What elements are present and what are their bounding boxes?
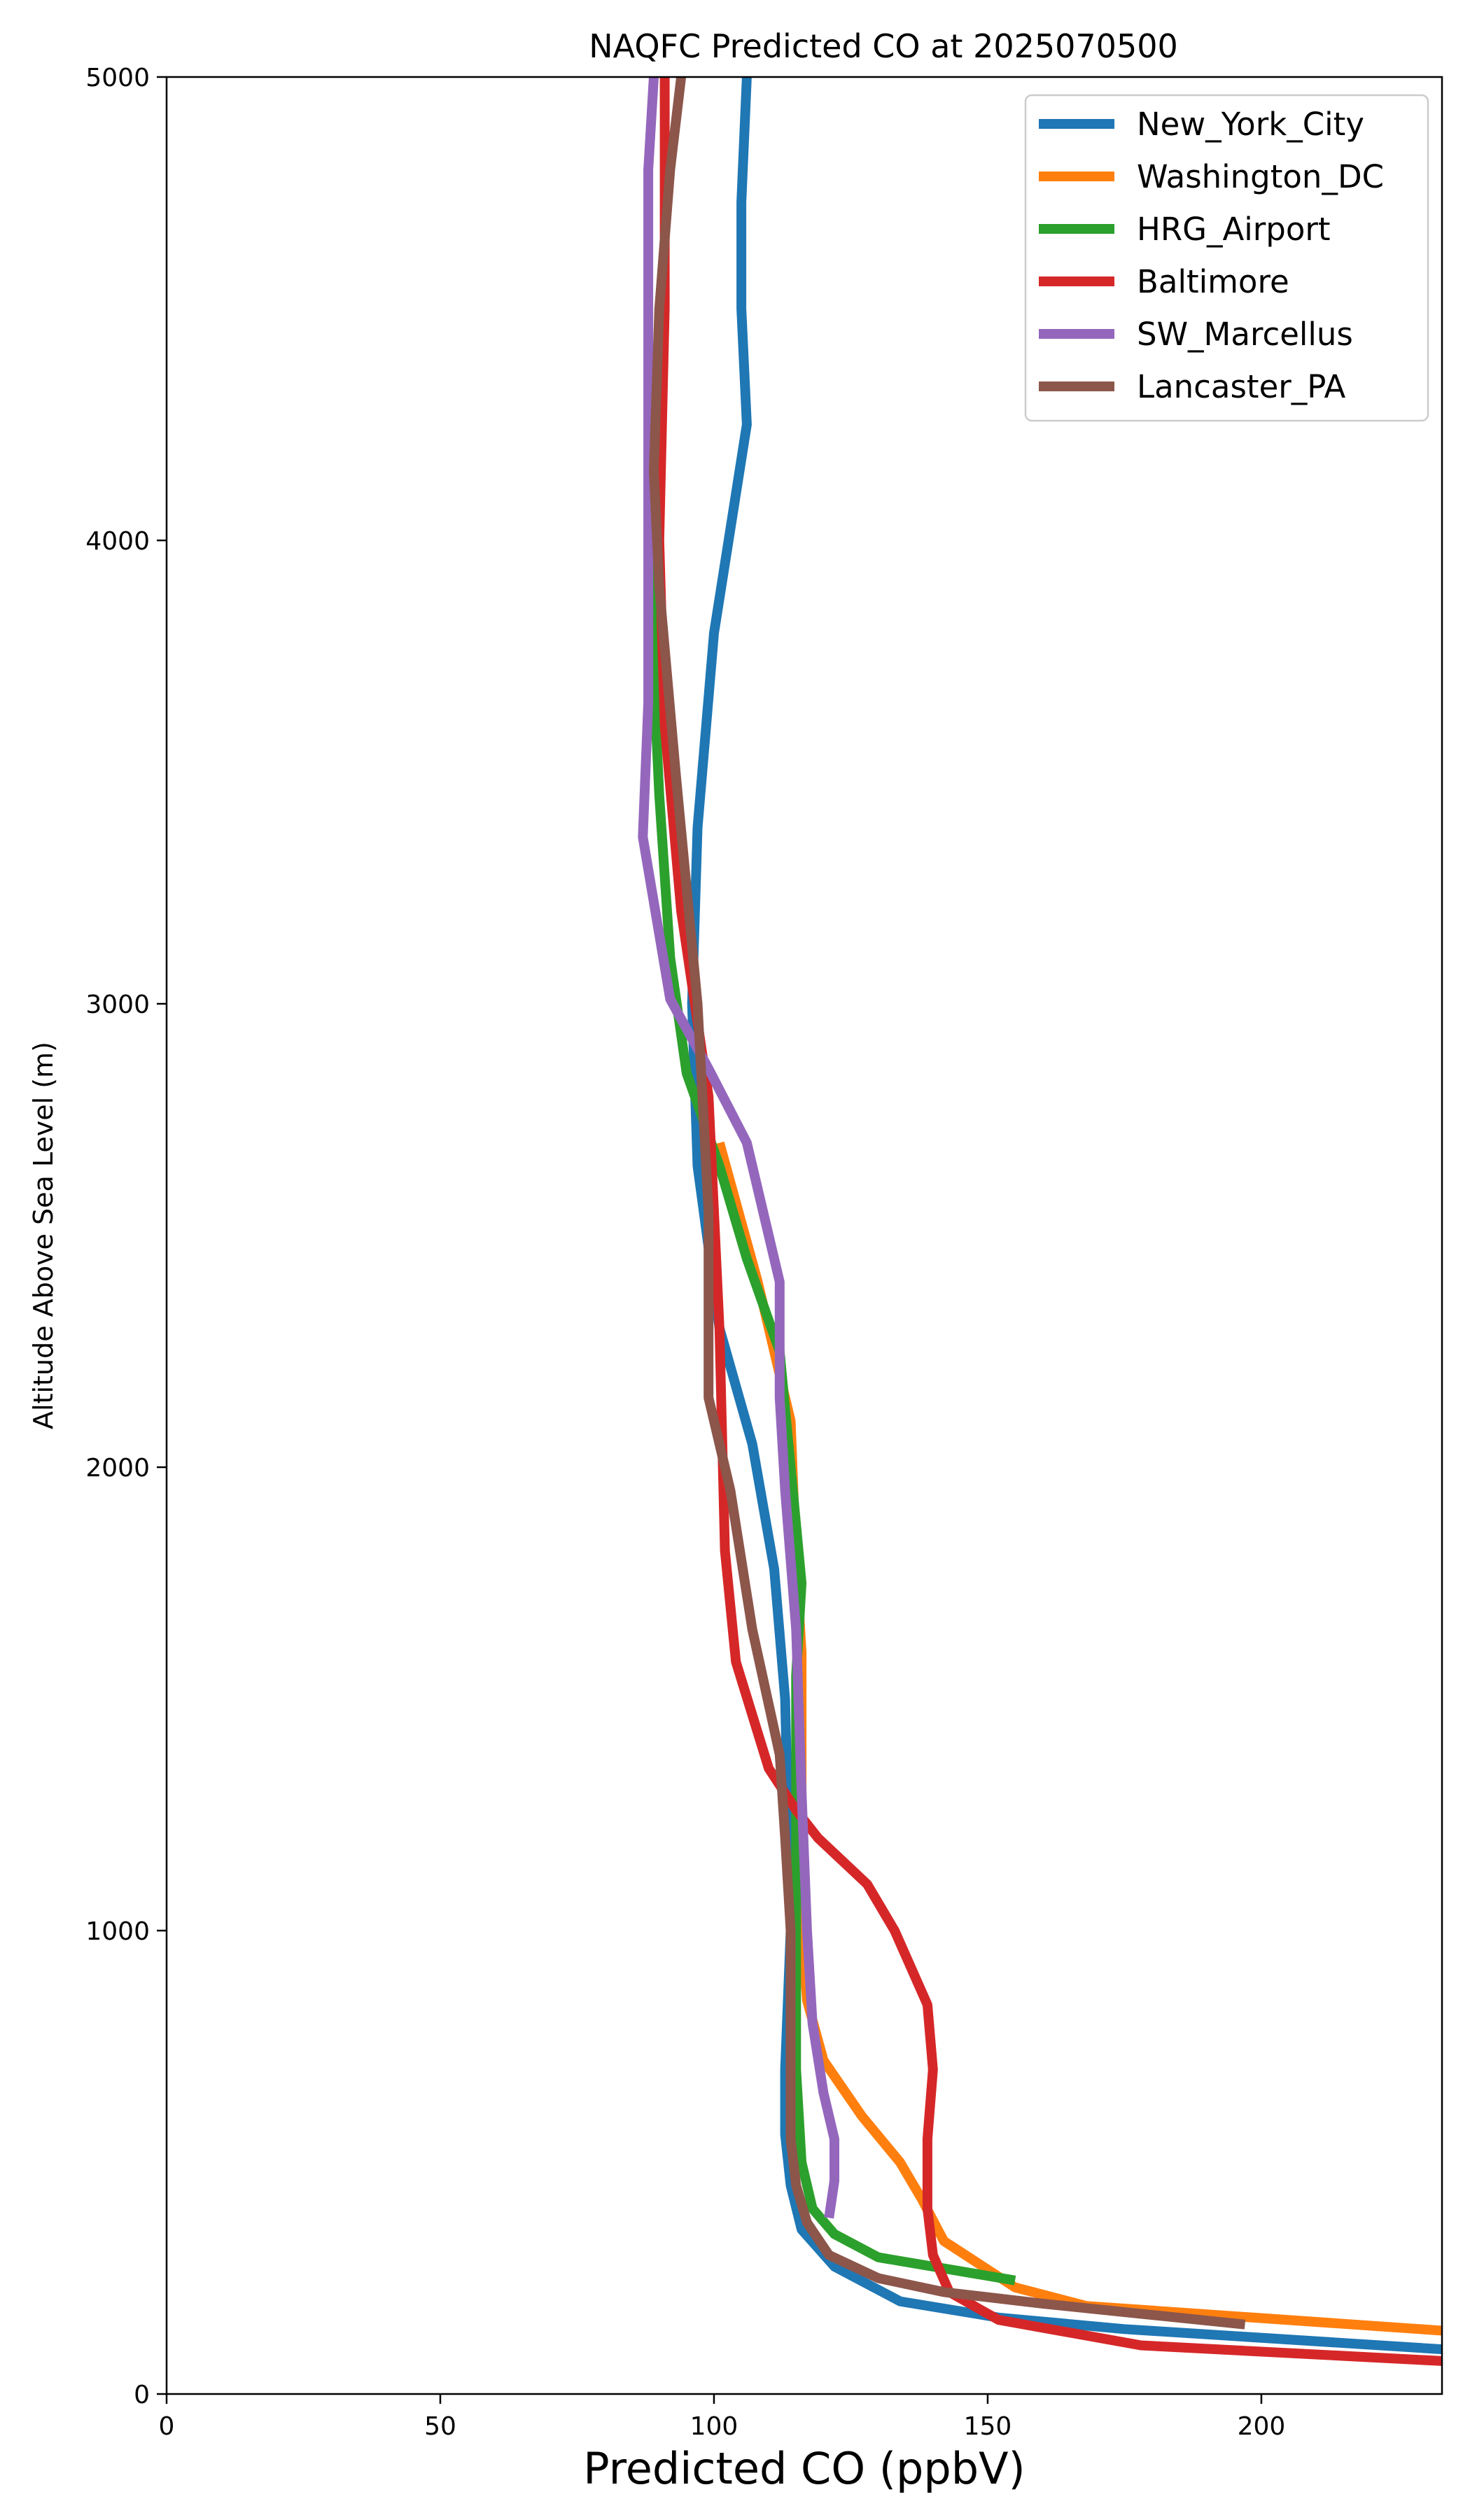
x-tick-label: 0 [159, 2412, 175, 2441]
legend-label-hrg-airport: HRG_Airport [1137, 211, 1331, 248]
series-layer [638, 77, 1442, 2366]
plot-area-frame [165, 76, 1443, 2395]
y-tick-label: 1000 [85, 1917, 150, 1946]
legend-label-washington-dc: Washington_DC [1137, 158, 1384, 195]
x-axis-ticks: 0 50 100 150 200 [159, 2394, 1286, 2441]
y-tick-label: 3000 [85, 990, 150, 1019]
x-tick-label: 100 [690, 2412, 738, 2441]
legend-box [1024, 94, 1429, 422]
x-tick-label: 150 [964, 2412, 1012, 2441]
y-tick-label: 0 [134, 2381, 150, 2409]
legend: New_York_City Washington_DC HRG_Airport Bal… [1024, 94, 1429, 422]
series-line-hrg-airport [649, 401, 1016, 2286]
legend-label-baltimore: Baltimore [1137, 263, 1289, 300]
legend-label-new-york-city: New_York_City [1137, 106, 1364, 143]
legend-label-lancaster-pa: Lancaster_PA [1137, 368, 1346, 405]
y-axis-label: Altitude Above Sea Level (m) [28, 1042, 59, 1429]
y-tick-label: 5000 [85, 64, 150, 92]
series-line-new-york-city [687, 77, 1442, 2355]
y-tick-label: 4000 [85, 527, 150, 556]
x-axis-label: Predicted CO (ppbV) [583, 2443, 1025, 2494]
y-tick-label: 2000 [85, 1454, 150, 1483]
chart-title: NAQFC Predicted CO at 2025070500 [589, 27, 1178, 65]
legend-label-sw-marcellus: SW_Marcellus [1137, 316, 1353, 353]
x-tick-label: 50 [424, 2412, 456, 2441]
x-tick-label: 200 [1238, 2412, 1286, 2441]
series-line-lancaster-pa [649, 77, 1246, 2330]
series-line-baltimore [654, 77, 1442, 2366]
y-axis-ticks: 0 1000 2000 3000 4000 5000 [85, 64, 167, 2409]
series-line-sw-marcellus [638, 77, 839, 2219]
